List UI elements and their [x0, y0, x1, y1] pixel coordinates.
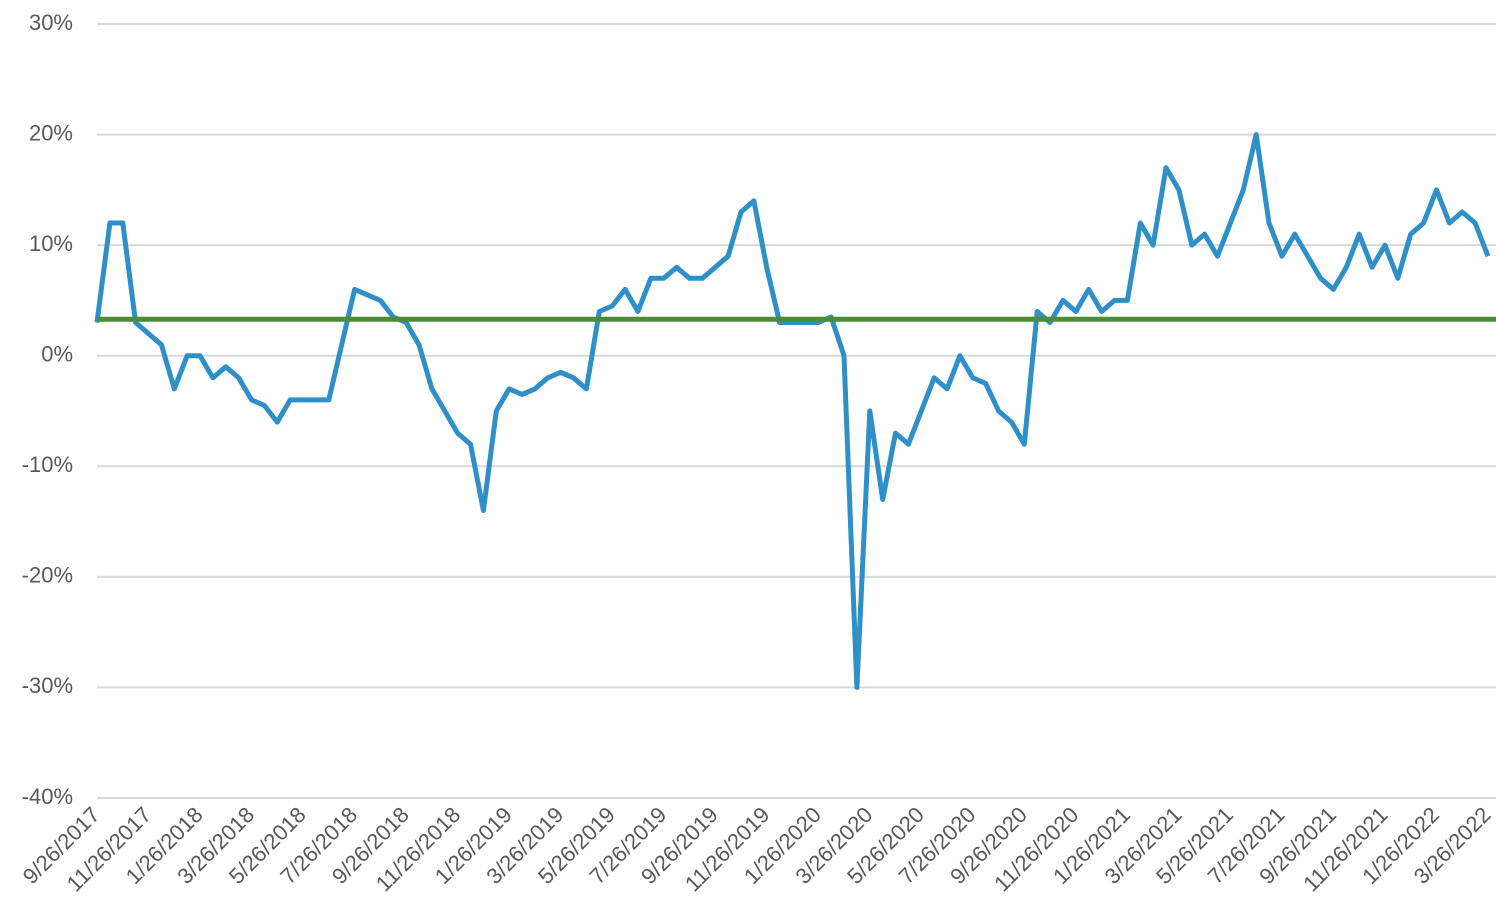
y-tick-label: -40% — [22, 784, 73, 809]
y-tick-label: 20% — [29, 120, 73, 145]
data-line — [94, 132, 1491, 690]
y-tick-label: -10% — [22, 452, 73, 477]
y-tick-label: 0% — [41, 342, 73, 367]
y-tick-label: -30% — [22, 673, 73, 698]
y-tick-label: -20% — [22, 563, 73, 588]
y-tick-label: 10% — [29, 231, 73, 256]
y-tick-label: 30% — [29, 10, 73, 35]
